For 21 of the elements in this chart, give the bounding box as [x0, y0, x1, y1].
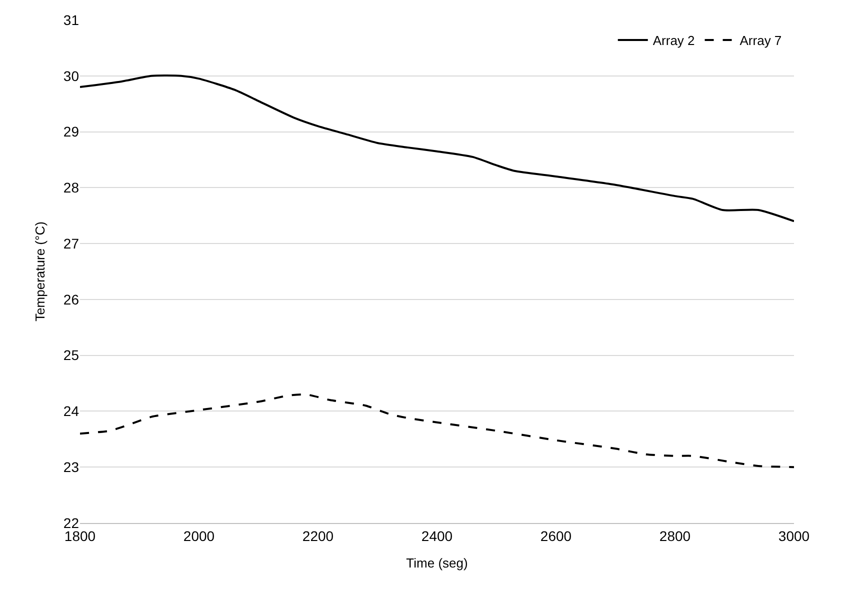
y-tick-label: 31	[63, 12, 80, 28]
x-tick-label: 2800	[659, 528, 691, 544]
y-tick-label: 23	[63, 459, 80, 476]
y-tick-label: 25	[63, 347, 80, 364]
y-tick-label: 26	[63, 291, 80, 308]
legend-label: Array 7	[740, 33, 782, 48]
x-tick-label: 2000	[183, 528, 215, 544]
y-axis-title: Temperature (°C)	[32, 222, 48, 322]
y-tick-label: 28	[63, 180, 80, 196]
y-tick-label: 30	[63, 68, 80, 84]
legend-label: Array 2	[652, 33, 695, 48]
y-tick-label: 29	[63, 124, 80, 140]
x-tick-label: 2400	[421, 528, 453, 544]
y-tick-label: 27	[63, 235, 80, 252]
x-axis-title: Time (seg)	[406, 555, 468, 570]
line-series	[80, 393, 794, 468]
y-tick-label: 24	[63, 403, 80, 420]
x-tick-label: 3000	[778, 528, 810, 544]
x-tick-label: 2200	[302, 528, 334, 544]
x-tick-label: 2600	[540, 528, 572, 544]
line-series	[80, 74, 794, 222]
